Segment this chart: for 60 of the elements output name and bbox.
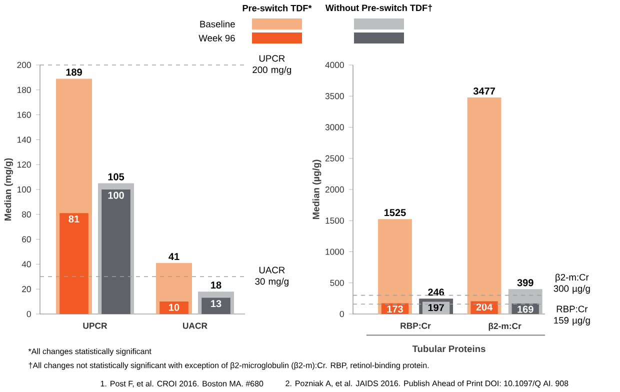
data-label: 10 bbox=[169, 304, 180, 311]
y-tick-label: 60 bbox=[22, 236, 31, 242]
y-tick-label: 3500 bbox=[325, 93, 344, 100]
x-tick-label: UACR bbox=[183, 322, 208, 329]
ref-line-label: UACR 30 mg/g bbox=[255, 266, 288, 287]
x-tick-label: β2-m:Cr bbox=[488, 322, 522, 331]
data-label: 3477 bbox=[473, 88, 495, 95]
data-label: 13 bbox=[211, 300, 222, 308]
y-axis-title: Median (mg/g) bbox=[4, 158, 14, 220]
ref-line-label: UPCR 200 mg/g bbox=[252, 55, 292, 75]
data-label: 100 bbox=[108, 192, 124, 199]
data-label: 246 bbox=[428, 288, 444, 296]
text: 1. Post F, et al. CROI 2016. Boston MA. #680 bbox=[100, 380, 264, 388]
bar bbox=[202, 298, 230, 314]
y-tick-label: 3000 bbox=[325, 124, 344, 130]
text: †All changes not statistically significant with exception of β2-microglobulin (β2-m):Cr. RBP, retinol-binding protein. bbox=[28, 362, 429, 370]
text: Baseline bbox=[200, 20, 235, 28]
text: Pre-switch TDF* bbox=[242, 4, 312, 12]
ref-line-label: β2-m:Cr 300 µg/g bbox=[554, 274, 590, 294]
x-tick-label: RBP:Cr bbox=[400, 322, 431, 329]
ref-line-label: RBP:Cr 159 µg/g bbox=[554, 306, 590, 326]
data-label: 41 bbox=[168, 253, 180, 260]
y-tick-label: 120 bbox=[18, 162, 31, 168]
bar bbox=[378, 219, 412, 314]
data-label: 169 bbox=[518, 306, 534, 313]
data-label: 399 bbox=[517, 279, 534, 286]
y-axis-title: Median (µg/g) bbox=[312, 160, 322, 220]
data-label: 173 bbox=[387, 305, 403, 313]
y-tick-label: 100 bbox=[18, 186, 31, 193]
text: *All changes statistically significant bbox=[28, 348, 152, 356]
bar bbox=[102, 189, 130, 314]
x-axis-title: Tubular Proteins bbox=[412, 345, 486, 352]
y-tick-label: 0 bbox=[340, 310, 344, 318]
data-label: 18 bbox=[211, 282, 222, 289]
y-tick-label: 40 bbox=[22, 261, 31, 268]
y-tick-label: 1500 bbox=[326, 218, 344, 224]
y-tick-label: 1000 bbox=[326, 248, 344, 255]
y-tick-label: 200 bbox=[17, 62, 31, 68]
y-tick-label: 0 bbox=[26, 310, 31, 318]
bar bbox=[467, 98, 502, 314]
bar bbox=[160, 302, 188, 314]
y-tick-label: 160 bbox=[18, 112, 31, 118]
y-tick-label: 80 bbox=[22, 211, 31, 218]
y-tick-label: 4000 bbox=[325, 62, 344, 68]
bar bbox=[60, 213, 88, 314]
text: Without Pre-switch TDF† bbox=[325, 4, 432, 12]
y-tick-label: 20 bbox=[22, 286, 31, 292]
data-label: 1525 bbox=[384, 209, 406, 216]
y-tick-label: 2500 bbox=[325, 155, 344, 162]
y-tick-label: 140 bbox=[18, 136, 31, 143]
data-label: 105 bbox=[108, 173, 124, 180]
data-label: 189 bbox=[66, 68, 82, 76]
y-tick-label: 2000 bbox=[325, 186, 344, 193]
text: 2. Pozniak A, et al. JAIDS 2016. Publish Ahead of Print DOI: 10.1097/Q AI. 908 bbox=[286, 380, 568, 388]
y-tick-label: 500 bbox=[330, 280, 344, 286]
data-label: 204 bbox=[476, 304, 493, 311]
data-label: 81 bbox=[68, 215, 80, 223]
y-tick-label: 180 bbox=[18, 86, 31, 93]
text: Week 96 bbox=[198, 34, 235, 42]
x-tick-label: UPCR bbox=[83, 322, 108, 329]
